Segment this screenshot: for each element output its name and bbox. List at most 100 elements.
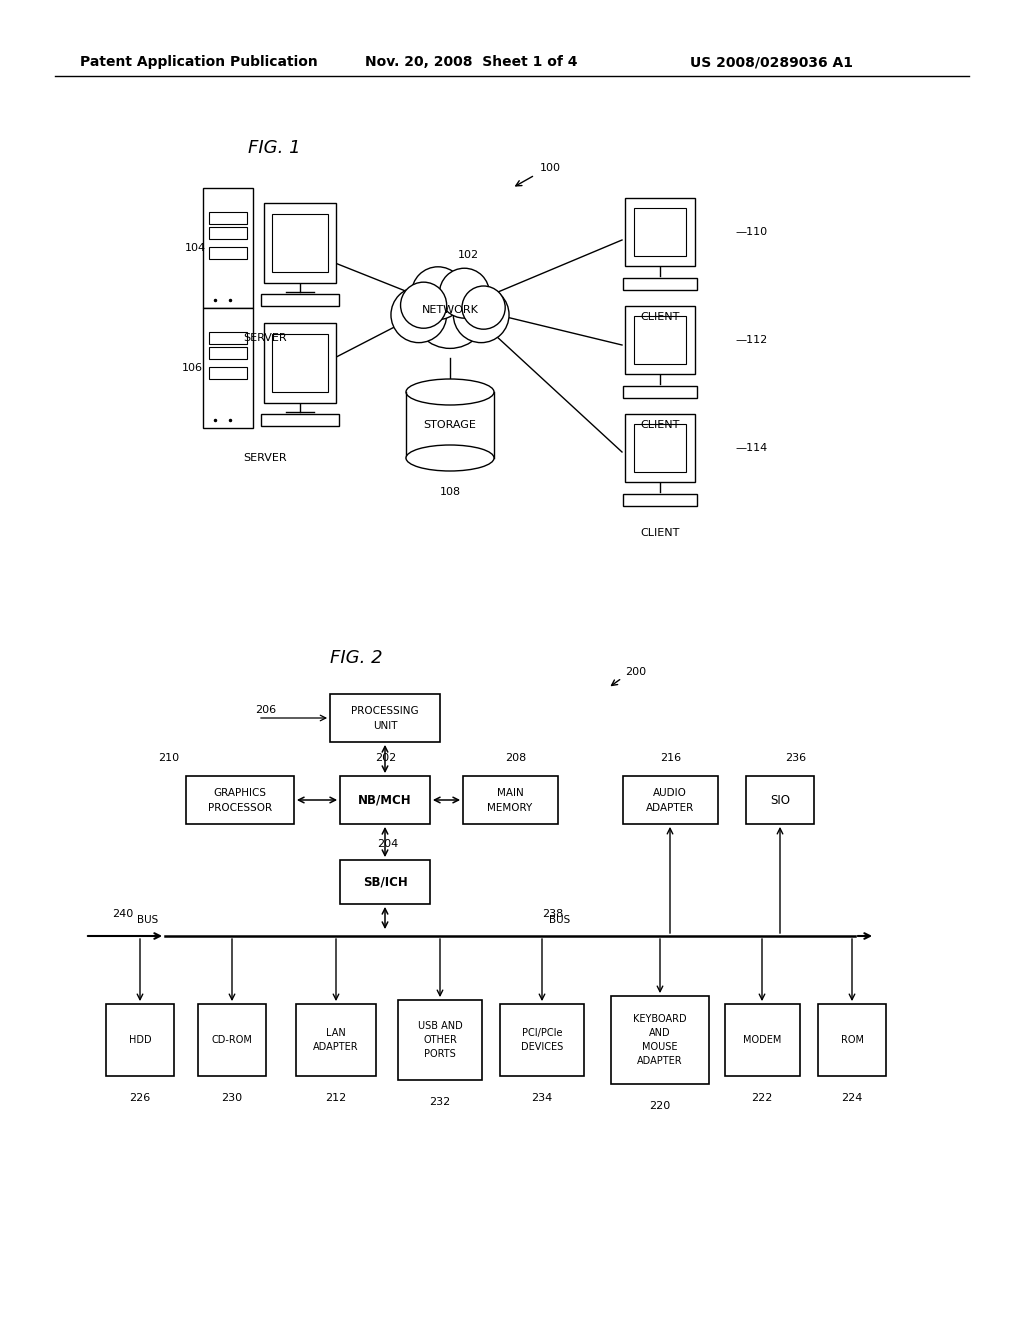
Ellipse shape	[406, 445, 494, 471]
Text: 104: 104	[185, 243, 206, 253]
Text: Nov. 20, 2008  Sheet 1 of 4: Nov. 20, 2008 Sheet 1 of 4	[365, 55, 578, 69]
Text: ROM: ROM	[841, 1035, 863, 1045]
Text: 108: 108	[439, 487, 461, 498]
Text: MOUSE: MOUSE	[642, 1041, 678, 1052]
FancyBboxPatch shape	[625, 414, 695, 482]
Text: NB/MCH: NB/MCH	[358, 793, 412, 807]
Text: —112: —112	[735, 335, 767, 345]
Text: AND: AND	[649, 1028, 671, 1038]
Text: KEYBOARD: KEYBOARD	[633, 1014, 687, 1024]
FancyBboxPatch shape	[623, 279, 697, 290]
FancyBboxPatch shape	[611, 997, 709, 1084]
Circle shape	[439, 268, 489, 318]
Text: 102: 102	[458, 249, 478, 260]
Text: PROCESSING: PROCESSING	[351, 706, 419, 715]
FancyBboxPatch shape	[500, 1005, 584, 1076]
Text: 240: 240	[112, 909, 133, 919]
FancyBboxPatch shape	[296, 1005, 376, 1076]
Text: Patent Application Publication: Patent Application Publication	[80, 55, 317, 69]
FancyBboxPatch shape	[818, 1005, 886, 1076]
Text: ADAPTER: ADAPTER	[646, 803, 694, 813]
Circle shape	[454, 286, 509, 343]
FancyBboxPatch shape	[209, 333, 247, 345]
Text: SB/ICH: SB/ICH	[362, 875, 408, 888]
Text: GRAPHICS: GRAPHICS	[213, 788, 266, 799]
Text: ADAPTER: ADAPTER	[313, 1041, 358, 1052]
FancyBboxPatch shape	[634, 209, 686, 256]
FancyBboxPatch shape	[203, 187, 253, 308]
FancyBboxPatch shape	[261, 414, 339, 426]
Text: SIO: SIO	[770, 793, 790, 807]
FancyBboxPatch shape	[340, 776, 430, 824]
Text: 232: 232	[429, 1097, 451, 1107]
Text: FIG. 1: FIG. 1	[248, 139, 301, 157]
FancyBboxPatch shape	[340, 861, 430, 904]
Text: 202: 202	[375, 752, 396, 763]
Text: UNIT: UNIT	[373, 721, 397, 731]
Text: 230: 230	[221, 1093, 243, 1104]
Text: DEVICES: DEVICES	[521, 1041, 563, 1052]
Text: 226: 226	[129, 1093, 151, 1104]
Text: 204: 204	[377, 840, 398, 849]
Text: HDD: HDD	[129, 1035, 152, 1045]
Text: —110: —110	[735, 227, 767, 238]
FancyBboxPatch shape	[209, 227, 247, 239]
Text: 234: 234	[531, 1093, 553, 1104]
Text: FIG. 2: FIG. 2	[330, 649, 383, 667]
Text: 200: 200	[625, 667, 646, 677]
FancyBboxPatch shape	[203, 308, 253, 428]
Text: 224: 224	[842, 1093, 862, 1104]
FancyBboxPatch shape	[625, 306, 695, 374]
Text: PROCESSOR: PROCESSOR	[208, 803, 272, 813]
FancyBboxPatch shape	[261, 294, 339, 306]
Text: 238: 238	[542, 909, 563, 919]
Text: 236: 236	[785, 752, 806, 763]
Text: PORTS: PORTS	[424, 1049, 456, 1059]
Text: BUS: BUS	[137, 915, 159, 925]
FancyBboxPatch shape	[623, 776, 718, 824]
Text: ADAPTER: ADAPTER	[637, 1056, 683, 1067]
Text: BUS: BUS	[549, 915, 570, 925]
FancyBboxPatch shape	[623, 494, 697, 506]
Text: STORAGE: STORAGE	[424, 420, 476, 430]
Text: 106: 106	[182, 363, 203, 374]
Text: CLIENT: CLIENT	[640, 528, 680, 539]
Text: CLIENT: CLIENT	[640, 312, 680, 322]
Text: SERVER: SERVER	[243, 453, 287, 463]
Text: 220: 220	[649, 1101, 671, 1111]
Text: 210: 210	[158, 752, 179, 763]
Circle shape	[462, 286, 505, 329]
FancyBboxPatch shape	[625, 198, 695, 267]
FancyBboxPatch shape	[264, 203, 336, 282]
FancyBboxPatch shape	[198, 1005, 266, 1076]
Text: —114: —114	[735, 444, 767, 453]
Text: 216: 216	[660, 752, 681, 763]
FancyBboxPatch shape	[209, 367, 247, 379]
FancyBboxPatch shape	[209, 213, 247, 224]
Text: NETWORK: NETWORK	[422, 305, 478, 315]
FancyBboxPatch shape	[406, 392, 494, 458]
FancyBboxPatch shape	[272, 214, 328, 272]
Text: 222: 222	[752, 1093, 773, 1104]
FancyBboxPatch shape	[634, 424, 686, 473]
Text: CLIENT: CLIENT	[640, 420, 680, 430]
FancyBboxPatch shape	[186, 776, 294, 824]
Text: USB AND: USB AND	[418, 1020, 463, 1031]
Text: MODEM: MODEM	[742, 1035, 781, 1045]
FancyBboxPatch shape	[330, 694, 440, 742]
FancyBboxPatch shape	[398, 1001, 482, 1080]
Circle shape	[412, 267, 465, 319]
FancyBboxPatch shape	[209, 247, 247, 259]
FancyBboxPatch shape	[264, 323, 336, 403]
Text: SERVER: SERVER	[243, 333, 287, 343]
Text: MAIN: MAIN	[497, 788, 523, 799]
FancyBboxPatch shape	[209, 347, 247, 359]
FancyBboxPatch shape	[746, 776, 814, 824]
FancyBboxPatch shape	[725, 1005, 800, 1076]
Text: CD-ROM: CD-ROM	[212, 1035, 253, 1045]
FancyBboxPatch shape	[463, 776, 557, 824]
Text: US 2008/0289036 A1: US 2008/0289036 A1	[690, 55, 853, 69]
Text: 212: 212	[326, 1093, 347, 1104]
Text: OTHER: OTHER	[423, 1035, 457, 1045]
FancyBboxPatch shape	[623, 385, 697, 399]
